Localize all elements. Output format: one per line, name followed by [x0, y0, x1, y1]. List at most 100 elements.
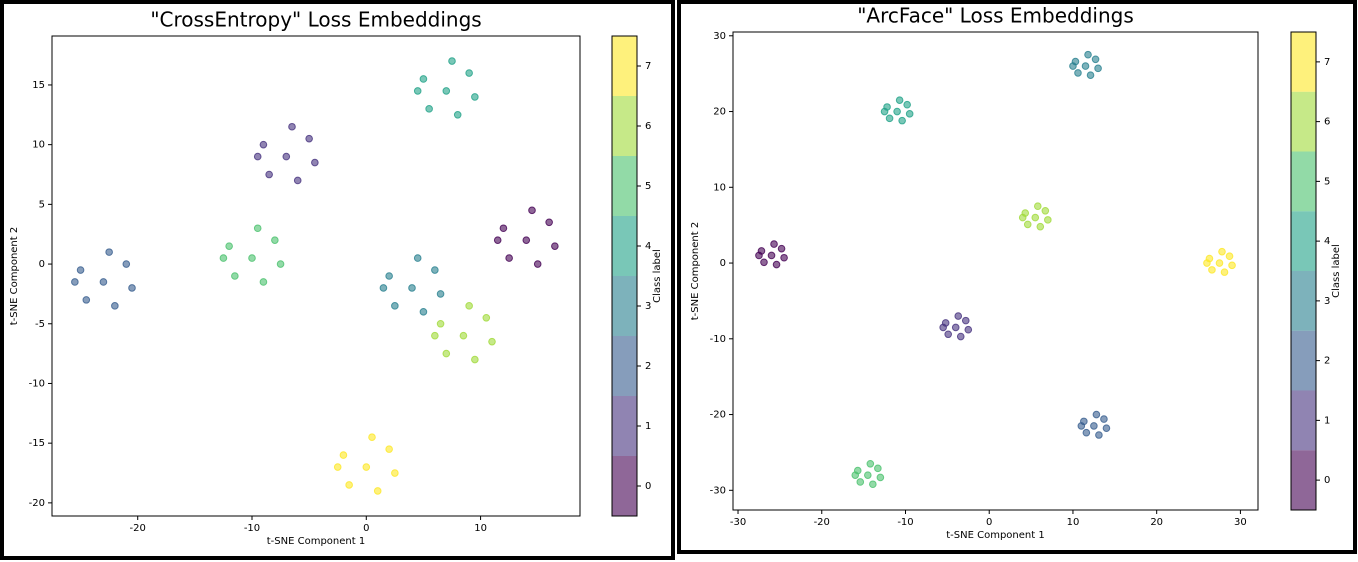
point — [488, 337, 496, 346]
chart-title: "ArcFace" Loss Embeddings — [857, 4, 1134, 28]
point — [951, 323, 960, 332]
panel-frame — [677, 0, 1357, 554]
point — [368, 433, 376, 441]
point — [471, 93, 479, 101]
x-axis-label: t-SNE Component 1 — [946, 530, 1044, 541]
y-tick-label: -10 — [710, 334, 726, 345]
y-tick-label: -5 — [35, 319, 45, 330]
colorbar-segment — [1291, 151, 1316, 212]
colorbar-segment — [1291, 91, 1316, 152]
point — [1225, 252, 1234, 261]
x-tick-label: -10 — [897, 517, 913, 528]
colorbar-tick-label: 1 — [1324, 415, 1330, 426]
colorbar-segment — [612, 336, 637, 396]
point — [442, 349, 451, 358]
point — [1091, 55, 1100, 64]
point — [895, 96, 904, 104]
colorbar-tick-label: 3 — [1324, 296, 1330, 307]
point — [288, 122, 296, 131]
point — [1228, 261, 1236, 270]
point — [1100, 415, 1108, 423]
colorbar-tick-label: 3 — [645, 301, 651, 312]
point — [259, 140, 268, 149]
point — [1215, 259, 1224, 267]
x-tick-label: -20 — [814, 517, 830, 528]
point — [780, 253, 788, 262]
colorbar-frame — [611, 35, 638, 517]
point — [408, 284, 416, 292]
point — [225, 242, 233, 250]
point — [305, 134, 313, 143]
point — [128, 284, 136, 292]
point — [770, 240, 778, 248]
point — [231, 272, 239, 280]
point — [76, 266, 85, 274]
point — [961, 316, 970, 325]
panel-frame — [0, 0, 675, 560]
x-axis-label: t-SNE Component 1 — [267, 536, 365, 547]
point — [499, 224, 508, 233]
point — [82, 296, 91, 304]
point — [482, 313, 491, 322]
y-tick-label: -30 — [710, 485, 726, 496]
x-tick-label: -30 — [730, 517, 746, 528]
point — [345, 481, 353, 489]
point — [1220, 268, 1229, 276]
point — [869, 480, 877, 489]
colorbar-label: Class label — [1331, 244, 1342, 298]
point — [373, 487, 382, 495]
colorbar-segment — [1291, 211, 1316, 271]
point — [391, 302, 399, 310]
point — [253, 152, 262, 161]
point — [1086, 71, 1095, 79]
colorbar-segment — [1291, 330, 1316, 391]
point — [111, 302, 119, 310]
point — [1084, 50, 1092, 59]
point — [528, 206, 536, 215]
point — [760, 258, 768, 267]
colorbar-tick-label: 4 — [1324, 236, 1330, 247]
y-tick-label: -15 — [29, 438, 45, 449]
y-tick-label: 10 — [713, 182, 726, 193]
point — [1041, 206, 1050, 215]
y-tick-label: 0 — [39, 259, 45, 270]
point — [1044, 216, 1052, 224]
colorbar-segment — [612, 36, 637, 96]
point — [419, 75, 428, 83]
point — [453, 111, 462, 119]
colorbar-segment — [612, 156, 637, 216]
point — [905, 110, 914, 118]
point — [880, 107, 889, 116]
x-tick-label: 20 — [1150, 517, 1163, 528]
colorbar-tick-label: 1 — [645, 421, 651, 432]
point — [939, 323, 947, 332]
y-tick-label: 20 — [713, 107, 726, 118]
point — [385, 445, 393, 453]
point — [1082, 428, 1091, 437]
point — [413, 87, 422, 95]
point — [122, 260, 131, 268]
point — [293, 176, 302, 185]
point — [99, 278, 108, 286]
point — [851, 471, 860, 479]
point — [282, 152, 291, 161]
point — [436, 319, 445, 328]
point — [448, 57, 456, 65]
x-tick-label: -10 — [244, 523, 260, 534]
point — [956, 332, 965, 341]
y-tick-label: -20 — [29, 498, 45, 509]
point — [1023, 220, 1032, 229]
point — [1081, 62, 1090, 70]
colorbar-segment — [612, 216, 637, 276]
colorbar-tick-label: 2 — [645, 361, 651, 372]
point — [533, 260, 542, 268]
point — [944, 330, 952, 339]
x-tick-label: 0 — [986, 517, 992, 528]
point — [339, 451, 348, 459]
point — [419, 308, 428, 316]
point — [385, 272, 393, 280]
colorbar-tick-label: 0 — [645, 481, 651, 492]
point — [105, 248, 113, 256]
colorbar-tick-label: 5 — [645, 181, 651, 192]
